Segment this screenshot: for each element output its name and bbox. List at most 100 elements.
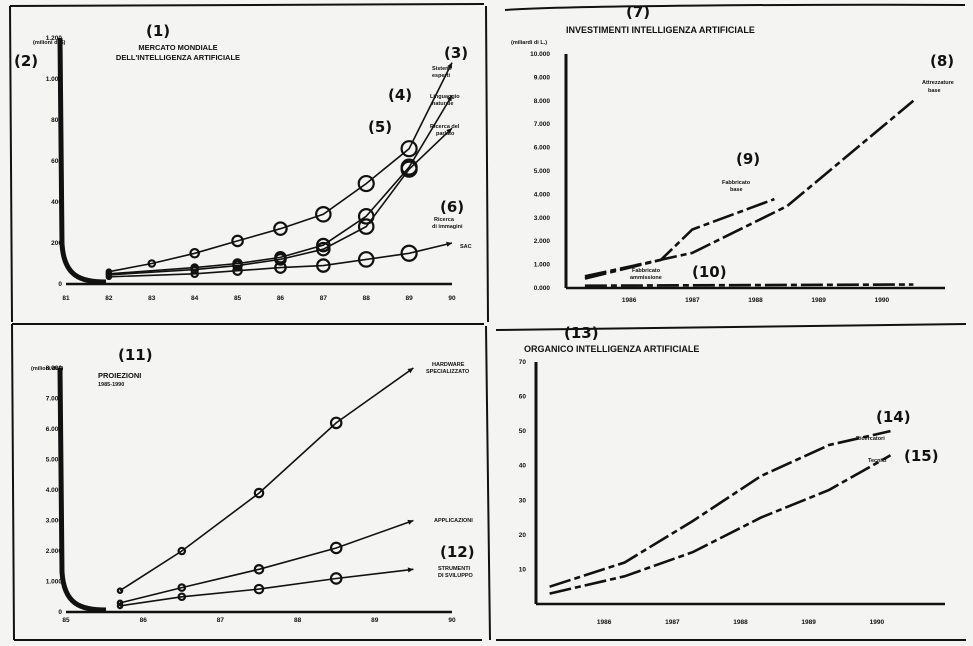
end-label-hardware-2: SPECIALIZZATO (426, 369, 470, 375)
frame-left-top (9, 5, 13, 323)
plot-3-series-1-point (177, 546, 187, 556)
marker-1: (1) (146, 22, 170, 40)
plot-1-xtick-label: 90 (448, 295, 456, 302)
marker-8: (8) (930, 52, 954, 70)
end-label-parlato-1: Ricerca del (430, 124, 460, 130)
plot-1-xtick-label: 88 (363, 295, 371, 302)
plot-3-ytick-label: 4.000 (46, 487, 63, 494)
plot-1-series-4-point (232, 265, 243, 276)
plot-3-series-3-point (253, 583, 265, 595)
plot-4-series-1-line (549, 429, 891, 588)
plot-3-hook-axis (57, 367, 107, 613)
plot-3-xtick-label: 85 (62, 617, 70, 624)
plot-4-ytick-label: 30 (519, 497, 527, 504)
plot-3-series-1-point (329, 416, 343, 430)
end-label-fabbricato-2: base (730, 187, 743, 193)
frame-left-bottom (11, 323, 15, 641)
plot-2-ytick-label: 1.000 (534, 262, 551, 269)
marker-5: (5) (368, 118, 392, 136)
frame-top-right (504, 3, 966, 11)
plot-4-ytick-label: 70 (519, 359, 527, 366)
plot-1-series-4-point (357, 251, 375, 268)
end-label-attrezzature-1: Attrezzature (922, 80, 954, 86)
plot-3-series-1-point (116, 587, 124, 594)
plot-3-xtick-label: 87 (217, 617, 225, 624)
plot-4-xtick-label: 1989 (801, 619, 816, 626)
end-label-fabbricato-1: Fabbricato (722, 180, 751, 186)
plot-1-series-2-arrow (446, 95, 452, 102)
plot-1-series-1-point (315, 206, 332, 223)
plot-3-xtick-label: 90 (448, 617, 456, 624)
marker-6: (6) (440, 198, 464, 216)
frame-mid-right (495, 323, 967, 331)
plot-3-series-2-point (329, 541, 343, 555)
plot-3-ytick-label: 3.000 (46, 518, 63, 525)
marker-11: (11) (118, 346, 153, 364)
panel-4-title: ORGANICO INTELLIGENZA ARTIFICIALE (524, 344, 699, 354)
end-label-esperti-2: esperti (432, 73, 451, 79)
panel-frames (9, 3, 967, 641)
plot-1-xtick-label: 82 (105, 295, 113, 302)
plot-3-series-2-arrow (407, 519, 414, 525)
plot-1-series-1-point (273, 221, 288, 236)
plot-3-xtick-label: 88 (294, 617, 302, 624)
plot-1-series-2-line (108, 94, 453, 275)
plot-1-ytick-label: 400 (51, 199, 62, 206)
plot-2-ytick-label: 3.000 (534, 215, 551, 222)
panel-3-text: (11) PROIEZIONI 1985-1990 (milioni di $)… (31, 346, 475, 579)
plot-1-series-1-point (400, 140, 418, 158)
panel-1-ylabel: (milioni di $) (33, 40, 66, 46)
plot-3-ytick-label: 0 (58, 609, 62, 616)
plot-2-ytick-label: 8.000 (534, 98, 551, 105)
end-label-attrezzature-2: base (928, 88, 941, 94)
plot-1-series-3-line (108, 127, 453, 276)
plot-1-xtick-label: 86 (277, 295, 285, 302)
plot-1-series-3-point (400, 160, 418, 178)
plot-3-series-1-point (253, 487, 265, 499)
marker-14: (14) (876, 408, 911, 426)
plot-2-ytick-label: 7.000 (534, 121, 551, 128)
panel-1-text: (1) MERCATO MONDIALE DELL'INTELLIGENZA A… (14, 22, 472, 250)
plot-4-xtick-label: 1990 (870, 619, 885, 626)
end-label-strumenti-2: DI SVILUPPO (438, 573, 474, 579)
plot-2-series-1-line (584, 99, 915, 278)
plot-1-ytick-label: 200 (51, 240, 62, 247)
plot-4-ytick-label: 50 (519, 428, 527, 435)
end-label-sac: SAC (460, 244, 472, 250)
plot-1-series-3-point (274, 253, 287, 266)
plot-4-xtick-label: 1988 (733, 619, 748, 626)
plot-3-series-1-line (119, 367, 414, 592)
plot-3-series-2-line (119, 519, 414, 604)
end-label-ammissione-2: ammissione (630, 275, 662, 281)
plot-2-xtick-label: 1986 (622, 297, 637, 304)
marker-9: (9) (736, 150, 760, 168)
plot-1-xtick-label: 89 (405, 295, 413, 302)
frame-top-left (9, 3, 485, 7)
end-label-ammissione-1: Fabbricato (632, 268, 661, 274)
panel-2-title: INVESTIMENTI INTELLIGENZA ARTIFICIALE (566, 25, 755, 35)
plot-3-xtick-label: 86 (140, 617, 148, 624)
plot-3-ytick-label: 5.000 (46, 457, 63, 464)
plot-1-series-4-point (190, 269, 199, 279)
plot-1-series-3-point (190, 265, 199, 274)
plot-1-hook-axis (57, 37, 107, 285)
plot-1-series-3-point (357, 218, 375, 235)
marker-12: (12) (440, 543, 475, 561)
plot-1-ytick-label: 600 (51, 158, 62, 165)
plot-2-ytick-label: 0.000 (534, 285, 551, 292)
plot-1-series-4-arrow (446, 241, 452, 247)
plot-4-ytick-label: 40 (519, 463, 527, 470)
plot-4-ytick-label: 60 (519, 394, 527, 401)
plot-2-xtick-label: 1990 (875, 297, 890, 304)
plot-1-xtick-label: 83 (148, 295, 156, 302)
frame-center-top (485, 5, 489, 323)
panel-3-ylabel: (milioni di $) (31, 366, 64, 372)
plot-1-series-1-point (357, 174, 375, 193)
plot-1-ytick-label: 800 (51, 117, 62, 124)
marker-2: (2) (14, 52, 38, 70)
end-label-ricercatori: Ricercatori (856, 436, 885, 442)
end-label-hardware-1: HARDWARE (432, 362, 465, 368)
plot-3-ytick-label: 7.000 (46, 396, 63, 403)
